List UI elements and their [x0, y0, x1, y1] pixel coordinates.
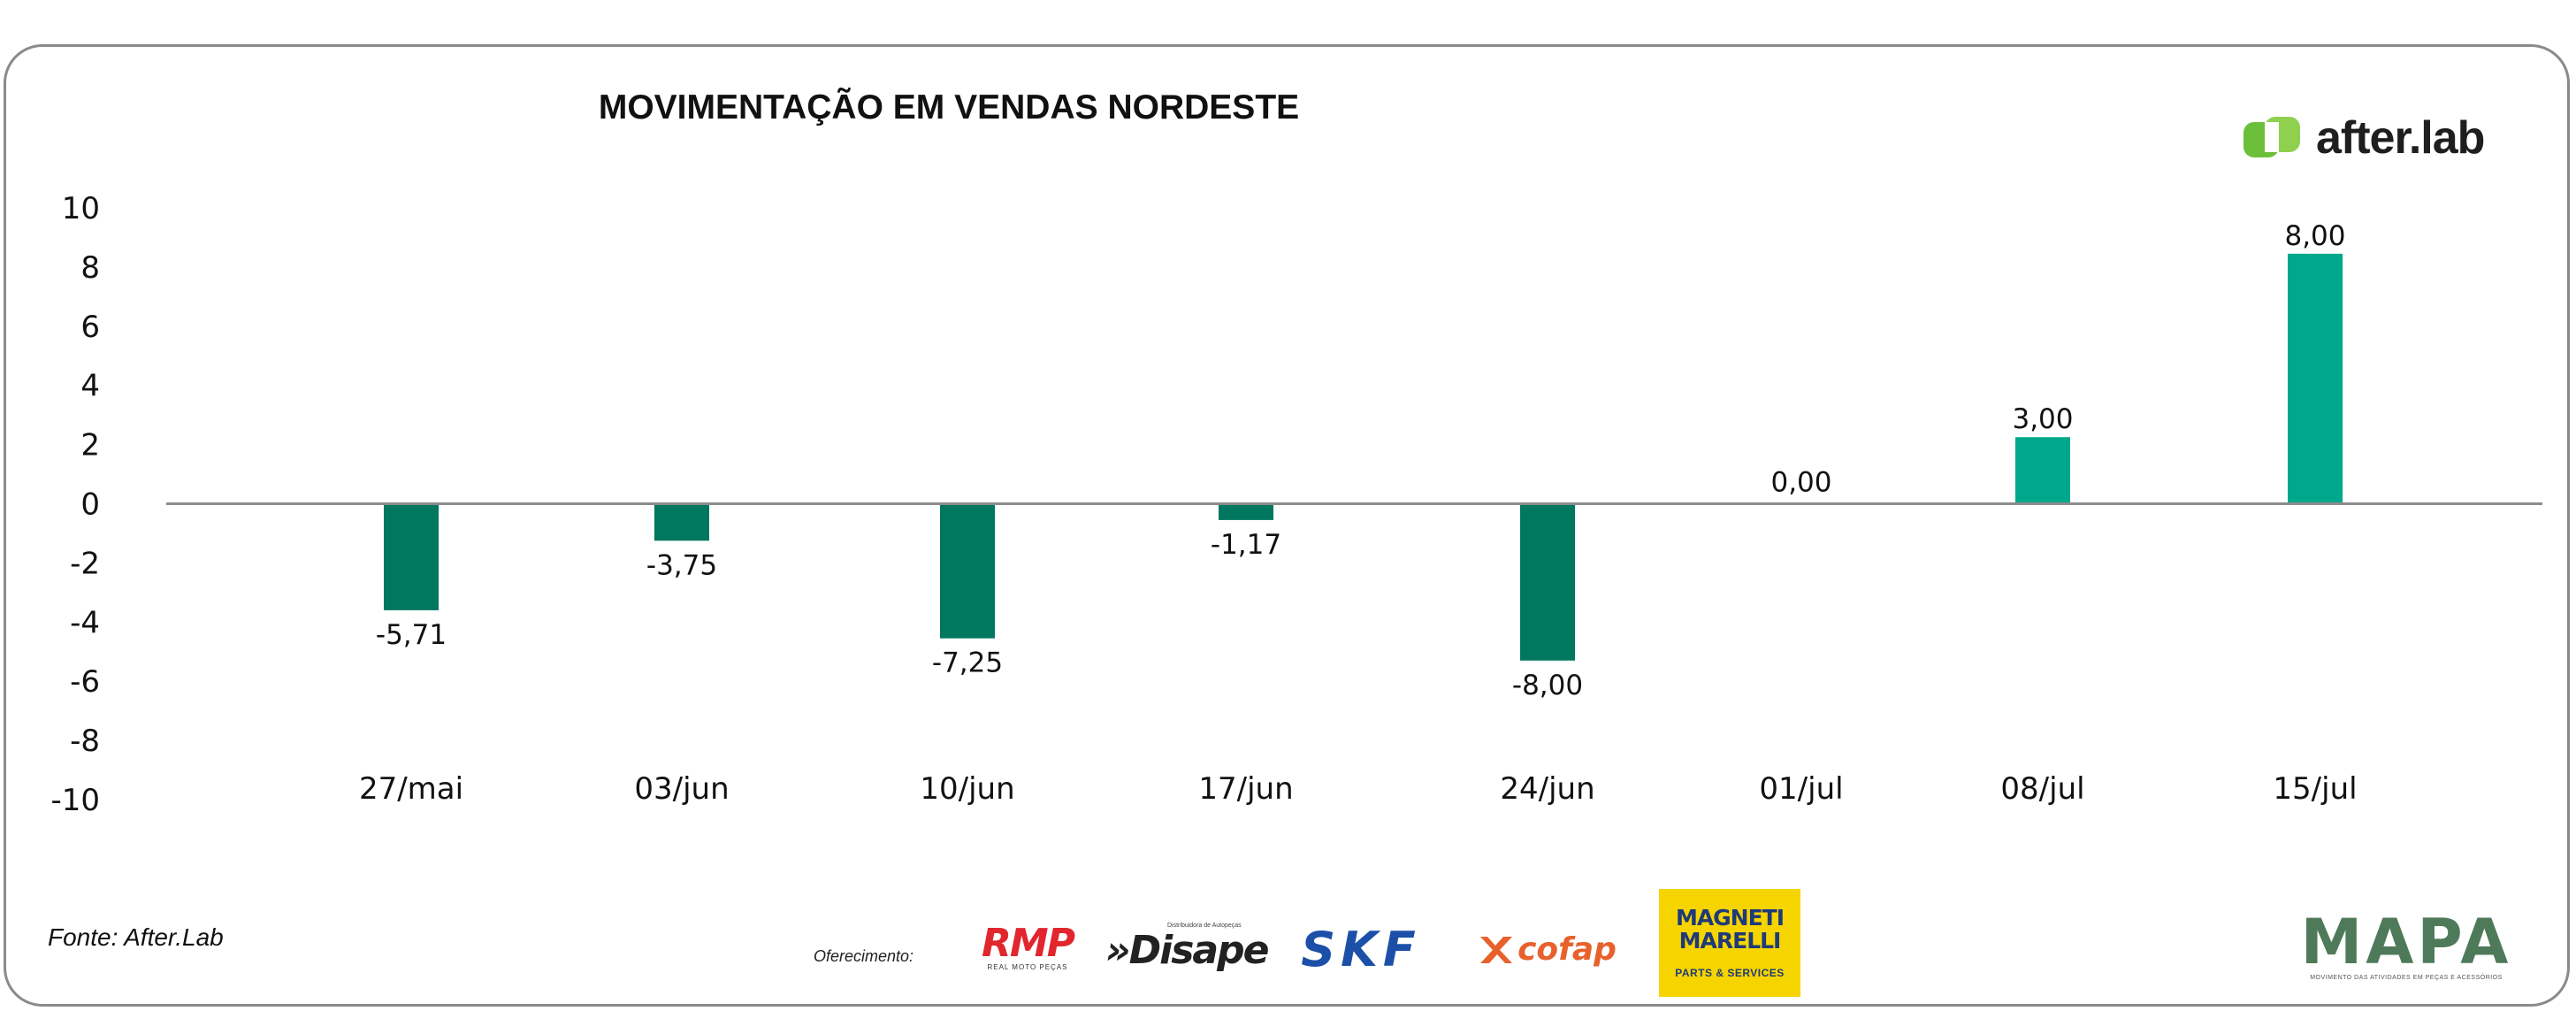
x-tick-label: 01/jul	[1759, 771, 1843, 807]
bar-chart: 10 8 6 4 2 0 -2 -4 -6 -8 -10 -5,71 -3,75 -7,25 -1,17 -8…	[50, 191, 2542, 818]
mapa-logo-subtext: MOVIMENTO DAS ATIVIDADES EM PEÇAS E ACES…	[2310, 974, 2503, 981]
bar	[384, 503, 439, 610]
data-label: -5,71	[376, 619, 447, 651]
magneti-logo-subtext: PARTS & SERVICES	[1675, 967, 1785, 979]
disape-logo-subtext: Distribuidora de Autopeças	[1167, 923, 1242, 929]
source-note: Fonte: After.Lab	[48, 923, 224, 951]
data-label: 3,00	[2012, 403, 2073, 435]
rmp-logo: RMP REAL MOTO PEÇAS	[969, 922, 1086, 975]
cofap-logo-text: cofap	[1517, 931, 1617, 968]
data-label: 0,00	[1770, 467, 1831, 499]
sponsor-label: Oferecimento:	[814, 947, 914, 965]
rmp-logo-text: RMP	[982, 921, 1075, 966]
after-lab-logo: after.lab	[2242, 106, 2485, 170]
bar	[2288, 253, 2343, 504]
y-tick-label: 0	[80, 487, 100, 523]
x-tick-label: 03/jun	[634, 771, 729, 807]
y-tick-label: 4	[80, 369, 100, 404]
x-tick-label: 15/jul	[2273, 771, 2357, 807]
y-tick-label: 2	[80, 428, 100, 463]
y-tick-label: -8	[70, 724, 100, 759]
x-tick-label: 24/jun	[1500, 771, 1594, 807]
bar	[654, 503, 709, 541]
mapa-logo: MAPA MOVIMENTO DAS ATIVIDADES EM PEÇAS E…	[2301, 908, 2509, 984]
y-tick-label: -4	[70, 605, 100, 640]
bar	[2015, 437, 2070, 504]
y-tick-label: -6	[70, 664, 100, 700]
data-label: -7,25	[932, 647, 1003, 679]
y-tick-label: 8	[80, 250, 100, 286]
data-label: 8,00	[2284, 220, 2345, 252]
bar	[940, 503, 995, 639]
chart-title: MOVIMENTAÇÃO EM VENDAS NORDESTE	[598, 88, 1300, 126]
y-tick-label: -10	[50, 783, 100, 818]
y-tick-label: 6	[80, 310, 100, 345]
magneti-logo-line2: MARELLI	[1678, 928, 1782, 954]
skf-logo: SKF	[1279, 922, 1443, 977]
x-tick-label: 17/jun	[1198, 771, 1293, 807]
cofap-x-icon	[1480, 937, 1513, 963]
data-label: -1,17	[1211, 529, 1281, 561]
magneti-logo-line1: MAGNETI	[1675, 905, 1785, 931]
data-label: -3,75	[646, 549, 717, 581]
x-tick-label: 27/mai	[359, 771, 463, 807]
x-tick-label: 10/jun	[920, 771, 1014, 807]
skf-logo-text: SKF	[1301, 922, 1421, 977]
bar	[1219, 503, 1273, 520]
x-tick-label: 08/jul	[2000, 771, 2084, 807]
cofap-logo: cofap	[1464, 929, 1629, 971]
magneti-marelli-logo: MAGNETI MARELLI PARTS & SERVICES	[1659, 889, 1800, 997]
data-label: -8,00	[1512, 670, 1583, 701]
mapa-logo-text: MAPA	[2300, 905, 2512, 978]
y-tick-label: 10	[62, 191, 100, 226]
after-lab-logo-icon	[2243, 117, 2300, 157]
disape-logo: Distribuidora de Autopeças »Disape	[1105, 920, 1269, 975]
disape-logo-text: »Disape	[1105, 928, 1269, 973]
y-tick-label: -2	[70, 546, 100, 581]
after-lab-wordmark: after.lab	[2316, 112, 2485, 164]
bar	[1520, 503, 1575, 661]
rmp-logo-subtext: REAL MOTO PEÇAS	[987, 963, 1068, 971]
